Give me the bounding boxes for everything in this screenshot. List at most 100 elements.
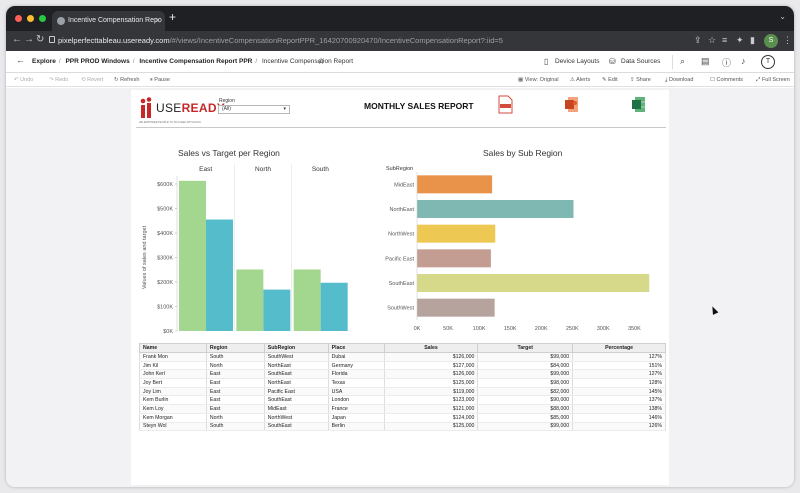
notifications-bell-icon[interactable]: ♪ — [741, 56, 746, 66]
user-avatar[interactable]: T — [761, 55, 775, 69]
bar-subregion[interactable] — [417, 175, 493, 194]
undo-button[interactable]: ↶ Undo — [14, 77, 34, 83]
region-filter-value: (All) — [222, 106, 231, 112]
bar-subregion[interactable] — [417, 274, 650, 292]
bar-subregion[interactable] — [417, 224, 496, 243]
table-row[interactable]: Kem Burlin East SouthEast London $123,000 $90… — [139, 395, 666, 406]
table-cell: 151% — [572, 361, 666, 371]
table-row[interactable]: John Kerl East SouthEast Florida $126,000 $99… — [139, 369, 666, 380]
column-header[interactable]: Target — [477, 343, 574, 353]
table-row[interactable]: Joy Lim East Pacific East USA $119,000 $82,00… — [139, 387, 666, 397]
bar-sales[interactable] — [293, 269, 321, 331]
excel-icon[interactable] — [631, 95, 646, 114]
breadcrumb-project[interactable]: PPR PROD Windows — [65, 58, 130, 65]
breadcrumb-workbook[interactable]: Incentive Compensation Report PPR — [139, 58, 253, 65]
table-cell: $124,000 — [383, 413, 479, 423]
region-filter-dropdown[interactable]: (All) ▾ — [218, 105, 290, 114]
favorite-star-icon[interactable]: ☆ — [317, 56, 326, 66]
extensions-puzzle-icon[interactable]: ✦ — [736, 35, 744, 45]
table-row[interactable]: Jim Kil North NorthEast Germany $127,000 $84,… — [139, 361, 666, 371]
url-path: /#/views/IncentiveCompensationReportPPR_… — [169, 36, 503, 45]
share-page-icon[interactable]: ⇪ — [694, 35, 702, 45]
column-header[interactable]: Place — [327, 343, 385, 353]
view-original-button[interactable]: ▦ View: Original — [518, 77, 559, 83]
side-panel-icon[interactable]: ▮ — [750, 35, 755, 45]
chevron-down-icon: ▾ — [283, 106, 286, 112]
refresh-button[interactable]: ↻ Refresh — [114, 77, 140, 83]
view-toolbar: ↶ Undo ↷ Redo ⟲ Revert ↻ Refresh ⏸ Pause… — [6, 73, 794, 87]
table-cell: $85,000 — [477, 413, 574, 423]
bar-target[interactable] — [206, 219, 233, 331]
url-field[interactable]: pixelperfecttableau.useready.com/#/views… — [58, 34, 698, 48]
column-header[interactable]: Name — [139, 343, 207, 353]
table-cell: Joy Lim — [139, 387, 207, 397]
pause-button[interactable]: ⏸ Pause — [150, 77, 170, 83]
back-arrow-icon[interactable]: ← — [16, 55, 25, 65]
bar-subregion[interactable] — [417, 249, 491, 268]
pdf-icon[interactable] — [498, 95, 513, 114]
column-header[interactable]: Percentage — [572, 343, 666, 353]
table-row[interactable]: Kem Loy East MidEast France $121,000 $88,000 1… — [139, 404, 666, 414]
bar-subregion[interactable] — [417, 298, 495, 317]
new-content-icon[interactable]: ▤ — [701, 56, 710, 66]
table-row[interactable]: Frank Mon South SouthWest Dubai $126,000 $99,… — [139, 352, 666, 362]
zoom-window-button[interactable] — [39, 15, 46, 22]
close-window-button[interactable] — [15, 15, 22, 22]
bar-sales[interactable] — [236, 269, 264, 331]
new-tab-icon[interactable]: + — [169, 10, 177, 24]
table-cell: France — [327, 404, 385, 414]
y-tick-label: $0K — [163, 329, 173, 335]
download-button[interactable]: ⤓ Download — [665, 77, 694, 83]
browser-menu-icon[interactable]: ⋮ — [783, 35, 792, 45]
comments-button[interactable]: ☐ Comments — [710, 77, 744, 83]
help-icon[interactable]: ⓘ — [722, 58, 732, 68]
reload-icon[interactable]: ↻ — [36, 34, 45, 45]
breadcrumb-explore[interactable]: Explore — [32, 58, 56, 65]
bar-sales[interactable] — [179, 180, 206, 331]
bar-target[interactable] — [263, 289, 291, 331]
data-sources-button[interactable]: Data Sources — [621, 58, 661, 65]
redo-button[interactable]: ↷ Redo — [49, 77, 69, 83]
y-axis-label: Values of sales and target — [142, 225, 148, 289]
table-cell: East — [205, 387, 265, 397]
edit-button[interactable]: ✎ Edit — [602, 77, 618, 83]
tableau-header: ← Explore / PPR PROD Windows / Incentive C… — [6, 51, 794, 73]
alerts-button[interactable]: ⚠ Alerts — [570, 77, 591, 83]
mouse-cursor — [709, 305, 719, 315]
table-cell: Frank Mon — [139, 352, 207, 362]
column-header[interactable]: Sales — [383, 343, 479, 353]
table-cell: 137% — [572, 395, 666, 406]
subregion-label: NorthEast — [390, 207, 415, 213]
dashboard: USEREADY WE EMPOWER PEOPLE TO SUCCEED WI… — [131, 90, 669, 485]
forward-arrow-icon[interactable]: → — [24, 34, 34, 45]
sales-data-table: Name Region SubRegion Place Sales Target Perce… — [139, 343, 666, 432]
share-button[interactable]: ⇪ Share — [630, 77, 651, 83]
full-screen-button[interactable]: ⤢ Full Screen — [756, 77, 790, 83]
table-cell: $121,000 — [383, 404, 479, 414]
table-cell: NorthEast — [263, 361, 329, 371]
browser-profile-avatar[interactable]: S — [764, 34, 778, 48]
sales-by-subregion-chart: SubRegion MidEast NorthEast NorthWest Pacifi… — [385, 166, 650, 332]
revert-button[interactable]: ⟲ Revert — [81, 77, 104, 83]
reading-list-icon[interactable]: ≡ — [722, 35, 728, 45]
table-cell: Japan — [327, 413, 385, 423]
tab-search-chevron-icon[interactable]: ⌄ — [779, 12, 786, 21]
search-icon[interactable]: ⌕ — [680, 56, 686, 66]
bar-subregion[interactable] — [417, 200, 574, 218]
table-cell: SouthEast — [263, 422, 329, 432]
back-arrow-icon[interactable]: ← — [12, 34, 22, 45]
x-tick-label: 50K — [443, 326, 453, 332]
browser-tab[interactable]: Incentive Compensation Repo ✕ — [52, 11, 165, 31]
table-cell: North — [205, 413, 265, 423]
bar-target[interactable] — [320, 282, 348, 331]
table-row[interactable]: Joy Bert East NorthEast Texas $125,000 $98,00… — [139, 378, 666, 388]
device-layouts-button[interactable]: Device Layouts — [555, 58, 600, 65]
table-row[interactable]: Steyn Wol South SouthEast Berlin $125,000 $99… — [139, 422, 666, 432]
column-header[interactable]: SubRegion — [263, 343, 329, 353]
close-tab-icon[interactable]: ✕ — [154, 16, 161, 25]
bookmark-star-icon[interactable]: ☆ — [708, 35, 717, 45]
column-header[interactable]: Region — [205, 343, 265, 353]
table-row[interactable]: Kem Morgan North NorthWest Japan $124,000 $85… — [139, 413, 666, 423]
powerpoint-icon[interactable] — [564, 95, 579, 114]
minimize-window-button[interactable] — [27, 15, 34, 22]
